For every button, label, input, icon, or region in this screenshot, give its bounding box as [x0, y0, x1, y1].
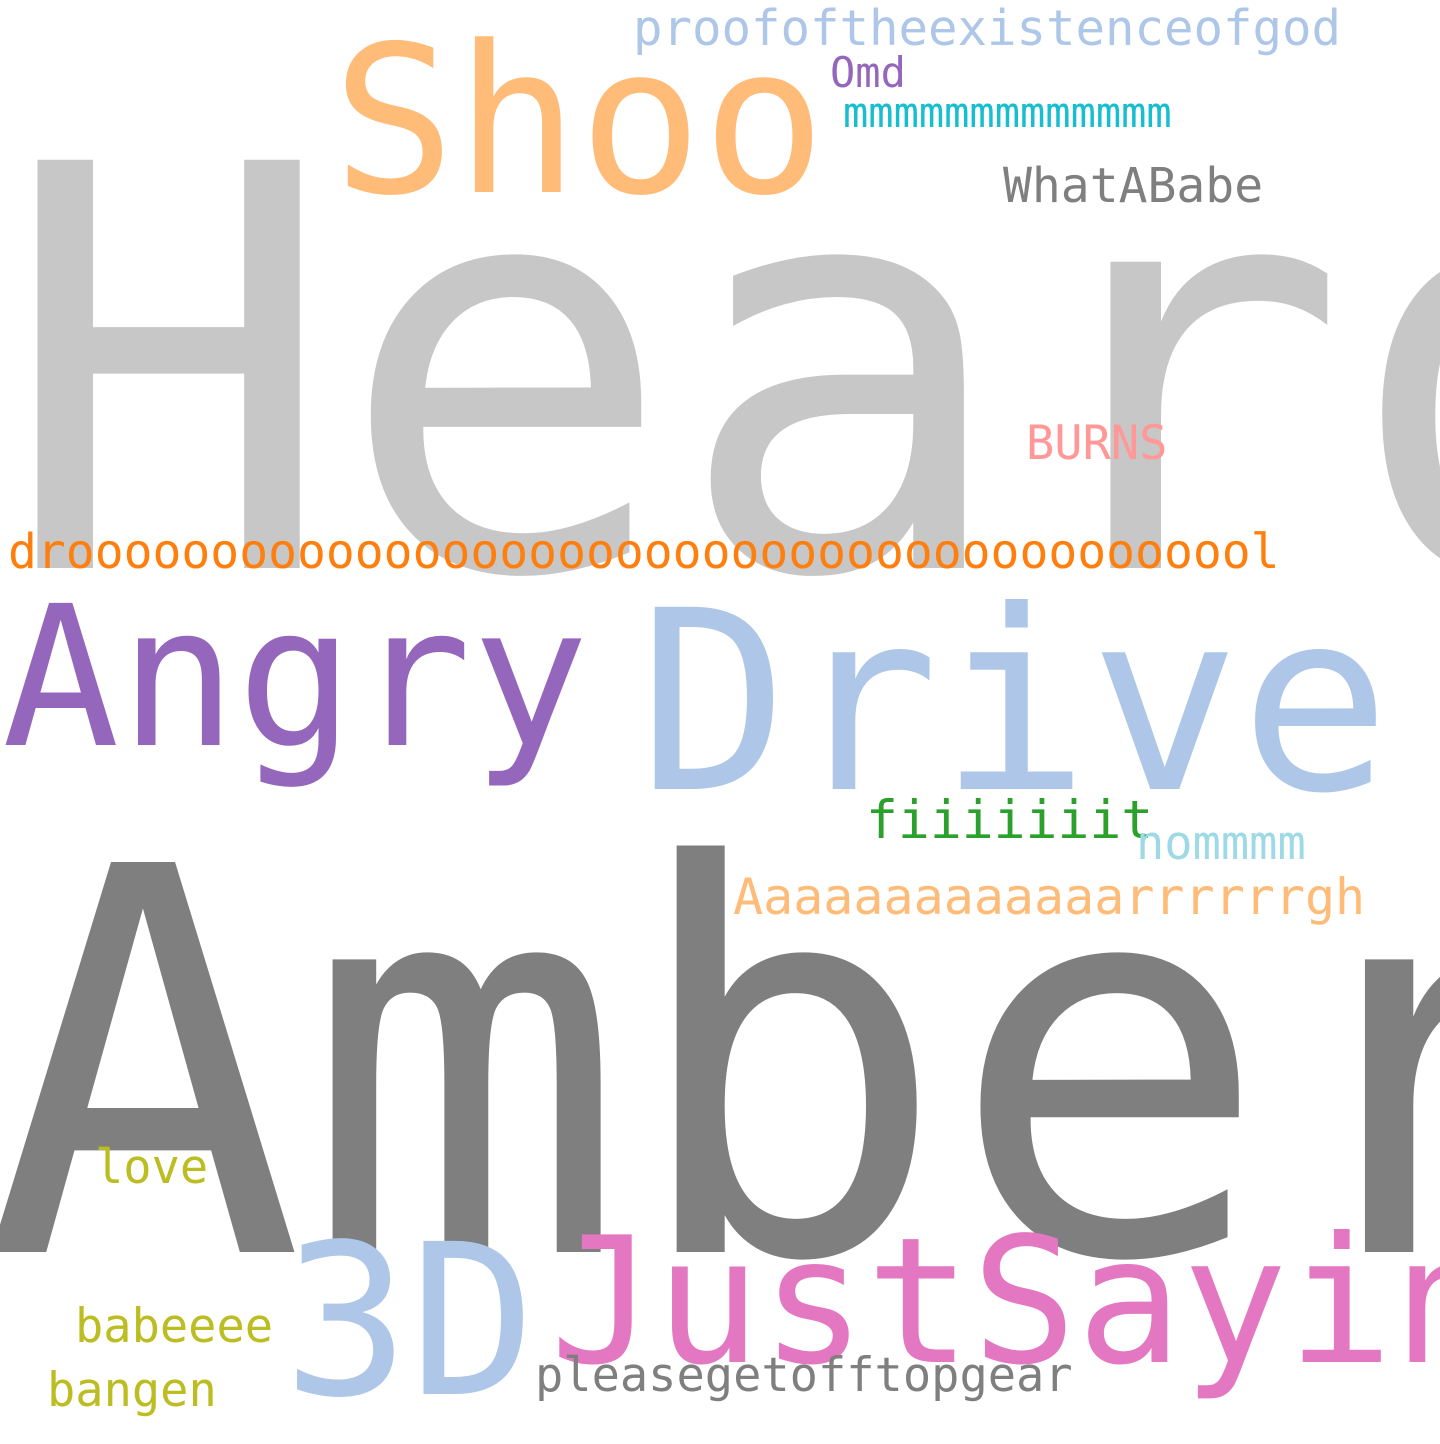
word-heard: Heard — [0, 49, 1440, 701]
word-bangen: bangen — [47, 1363, 217, 1418]
word-angry: Angry — [2, 564, 589, 791]
word-drool: droooooooooooooooooooooooooooooooooooooo… — [8, 524, 1280, 580]
word-proofoftheexistenceofgod: proofoftheexistenceofgod — [633, 0, 1342, 57]
word-fiiiiiiit: fiiiiiiit — [866, 790, 1154, 851]
word-drive: Drive — [638, 557, 1391, 848]
word-whatababe: WhatABabe — [1003, 158, 1264, 214]
word-burns: BURNS — [1026, 416, 1168, 471]
word-pleasegetofftopgear: pleasegetofftopgear — [535, 1348, 1073, 1403]
word-nommmm: nommmm — [1136, 816, 1306, 871]
word-shoo: Shoo — [332, 3, 826, 241]
word-amber: Amber — [0, 756, 1440, 1379]
word-babeeee: babeeee — [75, 1299, 274, 1354]
word-justsayin: JustSayin — [550, 1201, 1440, 1404]
word-omd: Omd — [830, 48, 906, 97]
word-aaaargh: Aaaaaaaaaaaaarrrrrrgh — [733, 868, 1366, 926]
word-3d: 3D — [283, 1199, 536, 1444]
word-love: love — [95, 1140, 209, 1195]
word-mmm: mmmmmmmmmmmmm — [843, 88, 1172, 137]
